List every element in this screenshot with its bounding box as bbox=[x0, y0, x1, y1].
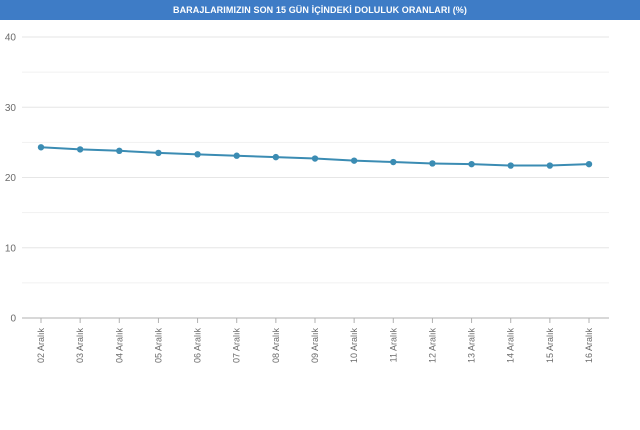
y-tick-label: 40 bbox=[5, 33, 17, 44]
data-point bbox=[390, 158, 397, 166]
x-tick-label: 13 Aralık bbox=[467, 328, 477, 364]
chart-title: BARAJLARIMIZIN SON 15 GÜN İÇİNDEKİ DOLUL… bbox=[172, 5, 467, 15]
data-point bbox=[585, 160, 593, 168]
x-tick-label: 06 Aralık bbox=[193, 328, 203, 364]
data-point bbox=[155, 149, 162, 157]
data-point bbox=[507, 162, 514, 169]
data-point bbox=[116, 147, 123, 155]
data-point bbox=[311, 155, 319, 162]
data-point bbox=[233, 152, 240, 159]
y-tick-label: 0 bbox=[10, 314, 16, 325]
y-tick-label: 20 bbox=[5, 173, 17, 184]
data-point bbox=[468, 160, 475, 168]
line-chart: 0 10 20 30 40 02 Aralık 03 Aralık 04 Aralık 05 A… bbox=[5, 33, 609, 364]
x-tick-label: 15 Aralık bbox=[545, 328, 555, 364]
x-tick-label: 02 Aralık bbox=[36, 328, 46, 364]
y-tick-label: 30 bbox=[5, 103, 17, 114]
data-point bbox=[37, 144, 45, 151]
data-point bbox=[429, 160, 436, 167]
x-tick-label: 09 Aralık bbox=[310, 328, 320, 364]
chart-title-bar: BARAJLARIMIZIN SON 15 GÜN İÇİNDEKİ DOLUL… bbox=[0, 0, 640, 20]
x-tick-label: 08 Aralık bbox=[271, 328, 281, 364]
x-tick-label: 16 Aralık bbox=[584, 328, 594, 364]
x-tick-label: 11 Aralık bbox=[388, 328, 398, 363]
x-tick-label: 05 Aralık bbox=[153, 328, 163, 364]
y-tick-label: 10 bbox=[5, 243, 17, 254]
x-tick-label: 07 Aralık bbox=[232, 328, 242, 364]
data-point bbox=[546, 162, 554, 169]
data-point bbox=[272, 153, 280, 161]
x-tick-label: 03 Aralık bbox=[75, 328, 85, 364]
x-tick-label: 10 Aralık bbox=[349, 328, 359, 364]
x-tick-label: 12 Aralık bbox=[427, 328, 437, 364]
data-point bbox=[76, 146, 84, 153]
data-point bbox=[350, 157, 358, 164]
x-tick-label: 04 Aralık bbox=[114, 328, 124, 364]
data-point bbox=[194, 151, 201, 158]
x-tick-label: 14 Aralık bbox=[506, 328, 516, 364]
